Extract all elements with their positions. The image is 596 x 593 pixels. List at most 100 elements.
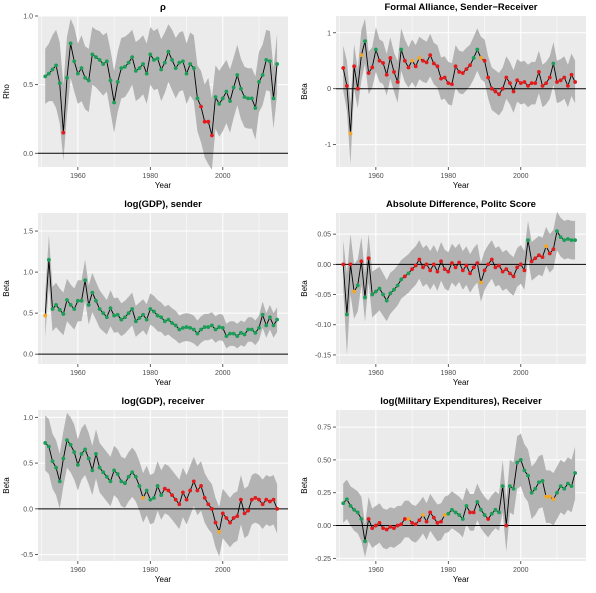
y-tick-label: 1.5 [23,229,33,236]
data-point [173,497,178,502]
y-axis-label: Beta [300,83,309,100]
data-point [267,59,272,64]
x-axis-label: Year [155,181,172,190]
data-point [413,64,418,69]
data-point [540,479,545,483]
data-point [493,89,498,94]
data-point [112,468,116,473]
data-point [119,317,124,322]
data-point [348,131,353,136]
data-point [424,519,429,524]
data-point [497,510,501,515]
x-axis-label: Year [155,575,172,584]
data-point [271,323,276,328]
x-tick-label: 2000 [215,173,231,180]
data-point [381,292,386,297]
data-point [384,527,389,532]
data-point [547,75,552,80]
data-point [526,238,530,243]
data-point [565,237,570,241]
data-point [148,52,153,57]
y-axis-label: Beta [2,280,11,297]
y-axis-label: Beta [2,477,11,494]
x-tick-label: 1980 [143,173,159,180]
data-point [479,56,483,60]
data-point [439,76,443,81]
confidence-band [343,18,576,165]
data-point [83,447,88,452]
data-point [148,497,153,502]
data-point [191,479,196,484]
data-point [366,517,371,521]
data-point [267,315,272,320]
data-point [363,39,367,44]
data-point [213,95,218,99]
data-point [359,259,364,264]
data-point [511,89,516,94]
data-point [257,497,261,502]
panel-military-exp: -0.25 0.00 0.25 0.50 0.75 1960 1980 2000 log(Mil… [298,394,596,591]
data-point [395,283,400,288]
data-point [112,100,116,105]
data-point [123,481,127,486]
data-point [159,315,164,320]
data-point [402,517,407,521]
x-tick-label: 2000 [513,370,529,377]
data-point [101,311,106,316]
data-point [86,456,91,461]
data-point [260,73,265,77]
data-point [402,58,407,63]
data-point [202,119,207,124]
data-point [83,75,88,80]
data-point [471,265,476,270]
y-tick-label: 1.0 [23,270,33,277]
data-point [489,86,494,91]
data-point [341,66,346,70]
data-point [377,286,382,291]
data-point [271,96,276,101]
data-point [46,71,51,76]
data-point [439,259,443,264]
x-tick-label: 1960 [368,370,384,377]
y-tick-label: 0 [327,86,331,93]
data-point [50,307,55,311]
data-point [181,325,185,330]
data-point [43,313,48,318]
data-point [177,327,182,332]
data-point [246,96,251,101]
data-point [65,438,69,443]
data-point [370,65,375,70]
data-point [435,64,440,69]
data-point [195,488,200,493]
x-tick-label: 1980 [441,173,457,180]
data-point [83,278,88,283]
data-point [267,499,272,504]
y-tick-label: 1.0 [23,415,33,422]
data-point [137,316,142,320]
x-tick-label: 1960 [70,370,86,377]
data-point [547,251,552,256]
data-point [471,56,476,60]
data-point [486,262,491,267]
data-point [115,472,120,476]
data-point [453,510,458,515]
y-tick-label: 0.05 [317,232,331,239]
x-tick-label: 1980 [441,370,457,377]
data-point [399,47,404,52]
data-point [565,84,570,88]
data-point [46,444,51,449]
data-point [464,503,469,508]
data-point [453,64,458,69]
data-point [555,490,559,495]
x-axis-label: Year [155,378,172,387]
data-point [191,327,196,332]
data-point [486,517,491,521]
data-point [170,58,174,62]
data-point [275,62,280,66]
data-point [460,268,465,273]
data-point [529,259,534,264]
data-point [90,468,95,473]
confidence-band [343,211,576,355]
data-point [424,60,429,65]
data-point [50,459,55,464]
